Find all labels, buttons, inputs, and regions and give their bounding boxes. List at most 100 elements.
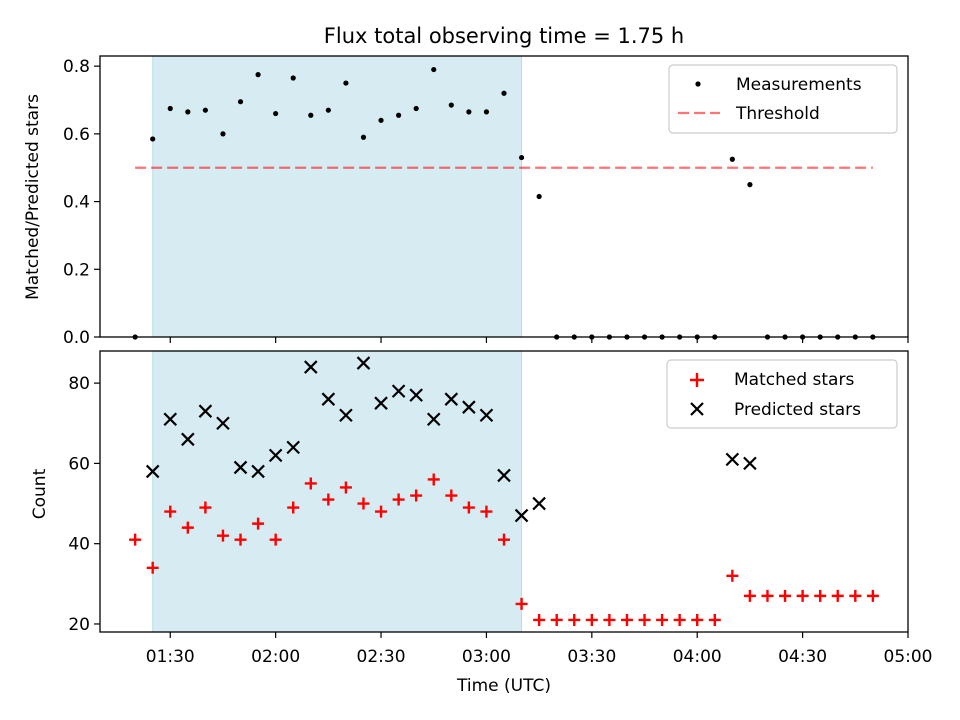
matched-stars-point [357,497,370,510]
matched-stars-point [620,613,633,626]
predicted-stars-point [514,508,529,523]
matched-stars-point [814,589,827,602]
matched-stars-point [533,613,546,626]
matched-stars-point [673,613,686,626]
x-axis-label: Time (UTC) [456,676,551,696]
measurement-point [290,75,296,81]
y-tick-label: 0.8 [63,57,90,77]
matched-stars-point [779,589,792,602]
predicted-stars-point [304,360,318,374]
matched-stars-point [515,597,528,610]
bottom-legend-box [666,359,898,429]
y-tick-label: 0.6 [63,125,90,145]
measurement-point [308,112,314,118]
bottom-y-axis-label: Count [30,468,50,519]
bottom-x-ticks: 01:30 02:00 02:30 03:00 03:30 04:00 04:30 05:00 [146,632,933,667]
legend-measurements-label: Measurements [736,75,862,95]
matched-stars-point [445,489,458,502]
measurement-point [202,107,208,113]
y-tick-label: 0.4 [63,193,90,213]
matched-stars-point [796,589,809,602]
predicted-stars-point [532,496,546,511]
x-tick-label: 05:00 [884,647,933,667]
predicted-stars-point [198,404,213,418]
matched-stars-point [726,569,739,582]
predicted-stars-point [163,412,178,427]
predicted-stars-point [339,408,353,423]
matched-stars-point [638,613,651,626]
measurement-point [431,66,437,73]
bottom-marks [129,356,879,626]
measurement-point [378,117,384,123]
top-panel: 0.00.20.40.60.8 Matched/Predicted stars … [23,55,909,348]
matched-stars-point [410,489,423,502]
predicted-stars-point [444,392,459,406]
predicted-stars-point [426,412,441,427]
x-tick-label: 04:00 [673,647,722,667]
bottom-shaded-region [152,350,523,633]
top-y-ticks: 0.0 0.2 0.4 0.6 0.8 [63,57,100,348]
matched-stars-point [181,521,194,534]
measurement-point [747,182,753,188]
matched-stars-point [216,529,229,542]
top-legend: Measurements Threshold [668,64,898,134]
measurement-point [466,109,472,115]
x-tick-label: 02:00 [251,647,300,667]
measurement-point [273,110,279,117]
y-tick-label: 0.2 [63,260,90,280]
matched-stars-point [656,613,669,626]
legend-measurements-marker [695,81,701,87]
measurement-point [220,131,226,137]
matched-stars-point [743,589,756,602]
chart-title: Flux total observing time = 1.75 h [324,24,684,48]
matched-stars-point [462,501,475,514]
legend-threshold-label: Threshold [735,104,820,124]
matched-stars-point [761,589,774,602]
top-x-ticks [169,337,909,343]
top-y-axis-label: Matched/Predicted stars [23,94,43,300]
matched-stars-point [339,481,352,494]
legend-matched-marker [690,373,704,387]
matched-stars-point [322,493,335,506]
top-legend-box [668,64,898,134]
predicted-stars-point [145,464,160,479]
matched-stars-point [585,613,598,626]
matched-stars-point [866,589,879,602]
top-marks [132,66,876,340]
matched-stars-point [849,589,862,602]
matched-stars-point [603,613,616,626]
x-tick-label: 03:30 [567,647,616,667]
predicted-stars-point [462,400,476,414]
predicted-stars-point [286,440,300,455]
predicted-stars-point [743,456,757,471]
predicted-stars-point [391,384,406,398]
measurement-point [325,107,331,113]
measurement-point [501,90,507,96]
y-tick-label: 60 [68,454,90,474]
measurement-point [343,80,349,86]
matched-stars-point [392,493,405,506]
predicted-stars-point [356,356,371,370]
measurement-point [360,134,367,140]
matched-stars-point [199,501,212,514]
legend-predicted-marker [690,402,704,416]
y-tick-label: 0.0 [63,328,90,348]
y-tick-label: 20 [68,615,90,635]
matched-stars-point [480,505,493,518]
x-tick-label: 03:00 [462,647,511,667]
matched-stars-point [568,613,581,626]
measurement-point [167,105,173,112]
bottom-y-ticks: 20 40 60 80 [68,374,100,635]
measurement-point [518,154,525,161]
matched-stars-point [287,501,300,514]
x-tick-label: 01:30 [146,647,195,667]
predicted-stars-point [216,416,230,431]
bottom-axes-frame [99,350,909,633]
matched-stars-point [164,505,177,518]
matched-stars-point [129,533,142,546]
bottom-legend: Matched stars Predicted stars [666,359,898,429]
matched-stars-point [550,613,563,626]
matched-stars-point [498,533,510,546]
